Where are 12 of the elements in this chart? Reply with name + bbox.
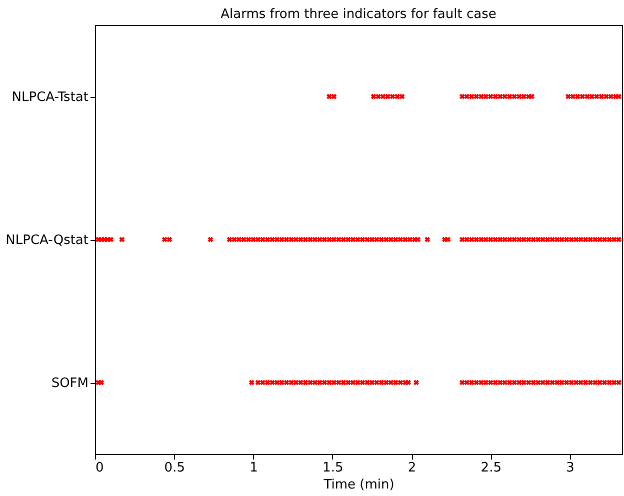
y-tick-label: SOFM [51,376,88,391]
y-tick-label: NLPCA-Qstat [6,233,88,248]
x-tick-label: 2.5 [480,460,502,476]
x-tick-label: 0 [96,460,104,476]
x-axis-title: Time (min) [322,478,394,492]
x-tick-label: 0.5 [164,460,185,476]
x-tick-label: 1 [250,460,258,476]
x-tick-label: 2 [408,460,416,476]
x-tick-label: 1.5 [322,460,344,476]
x-tick-label: 3 [566,460,574,476]
chart-title: Alarms from three indicators for fault case [220,7,496,22]
y-tick-label: NLPCA-Tstat [12,90,88,105]
